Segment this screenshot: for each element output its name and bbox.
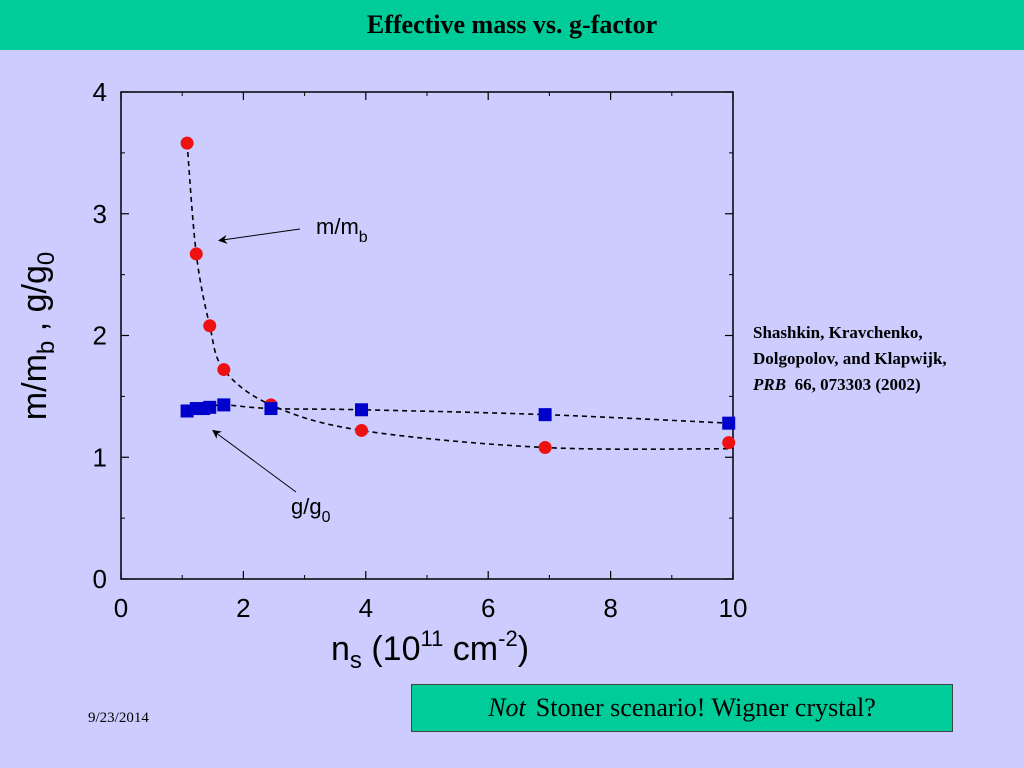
mass-point [722, 436, 736, 450]
annotation-mass-label: m/mb [316, 214, 368, 246]
callout-emphasis: Not [488, 693, 526, 722]
g-factor-point [264, 402, 278, 416]
citation-volume: 66, 073303 (2002) [794, 375, 921, 394]
axis-labels: ns (1011 cm-2) m/mb , g/g0 [16, 252, 529, 674]
callout-text: Stoner scenario! Wigner crystal? [535, 693, 876, 722]
y-tick-label: 3 [93, 199, 107, 229]
g-factor-point [203, 400, 217, 414]
annotations: m/mb g/g0 [212, 214, 368, 526]
mass-point [203, 319, 217, 333]
citation-journal: PRB [753, 375, 787, 394]
g-factor-point [217, 398, 231, 412]
mass-point [538, 441, 552, 455]
slide-title: Effective mass vs. g-factor [366, 10, 658, 39]
y-axis-label: m/mb , g/g0 [16, 252, 60, 420]
title-bar: Effective mass vs. g-factor [0, 0, 1024, 50]
x-tick-label: 0 [114, 593, 128, 623]
mass-point [355, 423, 369, 437]
x-tick-label: 8 [603, 593, 617, 623]
axis-ticks [120, 91, 734, 580]
y-tick-label: 1 [93, 442, 107, 472]
y-tick-label: 0 [93, 564, 107, 594]
annotation-g-arrow [212, 429, 297, 493]
data-points [180, 136, 736, 455]
chart: 0 2 4 6 8 10 0 1 2 3 4 m/mb g/g0 ns (1011 cm-2) m/m… [16, 77, 748, 674]
citation-reference: PRB 66, 073303 (2002) [753, 372, 947, 398]
g-factor-point [722, 416, 736, 430]
plot-border [120, 91, 734, 580]
annotation-mass-arrow [218, 228, 301, 244]
callout-box: Not Stoner scenario! Wigner crystal? [411, 684, 953, 732]
x-tick-label: 6 [481, 593, 495, 623]
g-factor-point [538, 408, 552, 422]
tick-labels: 0 2 4 6 8 10 0 1 2 3 4 [93, 77, 748, 623]
annotation-g-label: g/g0 [291, 494, 331, 526]
g-factor-point [355, 403, 369, 417]
citation: Shashkin, Kravchenko, Dolgopolov, and Kl… [753, 320, 947, 398]
mass-point [189, 247, 203, 261]
x-axis-label: ns (1011 cm-2) [331, 626, 529, 674]
mass-point [180, 136, 194, 150]
x-tick-label: 10 [719, 593, 748, 623]
citation-authors-line2: Dolgopolov, and Klapwijk, [753, 349, 947, 368]
x-tick-label: 4 [359, 593, 373, 623]
y-tick-label: 2 [93, 321, 107, 351]
x-tick-label: 2 [236, 593, 250, 623]
mass-point [217, 363, 231, 377]
citation-authors-line1: Shashkin, Kravchenko, [753, 323, 923, 342]
slide-date: 9/23/2014 [88, 710, 149, 726]
y-tick-label: 4 [93, 77, 107, 107]
plot-frame [120, 91, 734, 580]
